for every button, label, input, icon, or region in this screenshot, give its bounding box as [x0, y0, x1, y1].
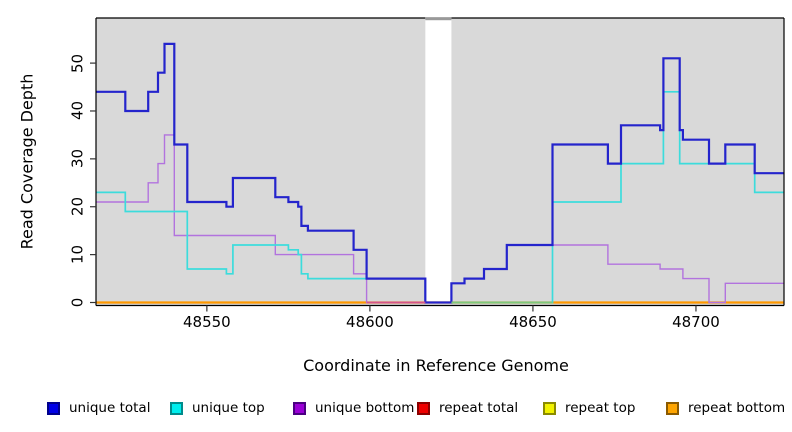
- x-tick-label: 48550: [183, 313, 231, 331]
- missing-data-band-top-bar: [425, 17, 452, 21]
- legend-label: repeat bottom: [688, 400, 786, 416]
- legend-label: unique total: [69, 400, 151, 416]
- legend-item-repeat-top: repeat top: [543, 399, 635, 417]
- legend-label: unique bottom: [315, 400, 415, 416]
- x-tick-label: 48600: [346, 313, 394, 331]
- legend-swatch-unique-bottom: [293, 401, 306, 415]
- series-unique-top: [96, 90, 784, 304]
- legend-item-repeat-bottom: repeat bottom: [666, 399, 785, 417]
- legend-item-unique-total: unique total: [47, 399, 150, 417]
- legend-swatch-repeat-total: [417, 401, 430, 415]
- legend-swatch-unique-total: [47, 401, 60, 415]
- x-axis-title: Coordinate in Reference Genome: [303, 356, 569, 375]
- legend-label: repeat total: [439, 400, 519, 416]
- legend-swatch-unique-top: [170, 401, 183, 415]
- missing-data-band: [425, 17, 452, 305]
- legend-label: repeat top: [565, 400, 636, 416]
- legend-swatch-repeat-bottom: [666, 401, 679, 415]
- x-tick-label: 48650: [509, 313, 557, 331]
- x-tick-label: 48700: [672, 313, 720, 331]
- legend-item-unique-bottom: unique bottom: [293, 399, 414, 417]
- legend-item-repeat-total: repeat total: [417, 399, 518, 417]
- legend-item-unique-top: unique top: [170, 399, 265, 417]
- series-unique-total: [96, 42, 784, 304]
- legend-swatch-repeat-top: [543, 401, 556, 415]
- legend-label: unique top: [192, 400, 265, 416]
